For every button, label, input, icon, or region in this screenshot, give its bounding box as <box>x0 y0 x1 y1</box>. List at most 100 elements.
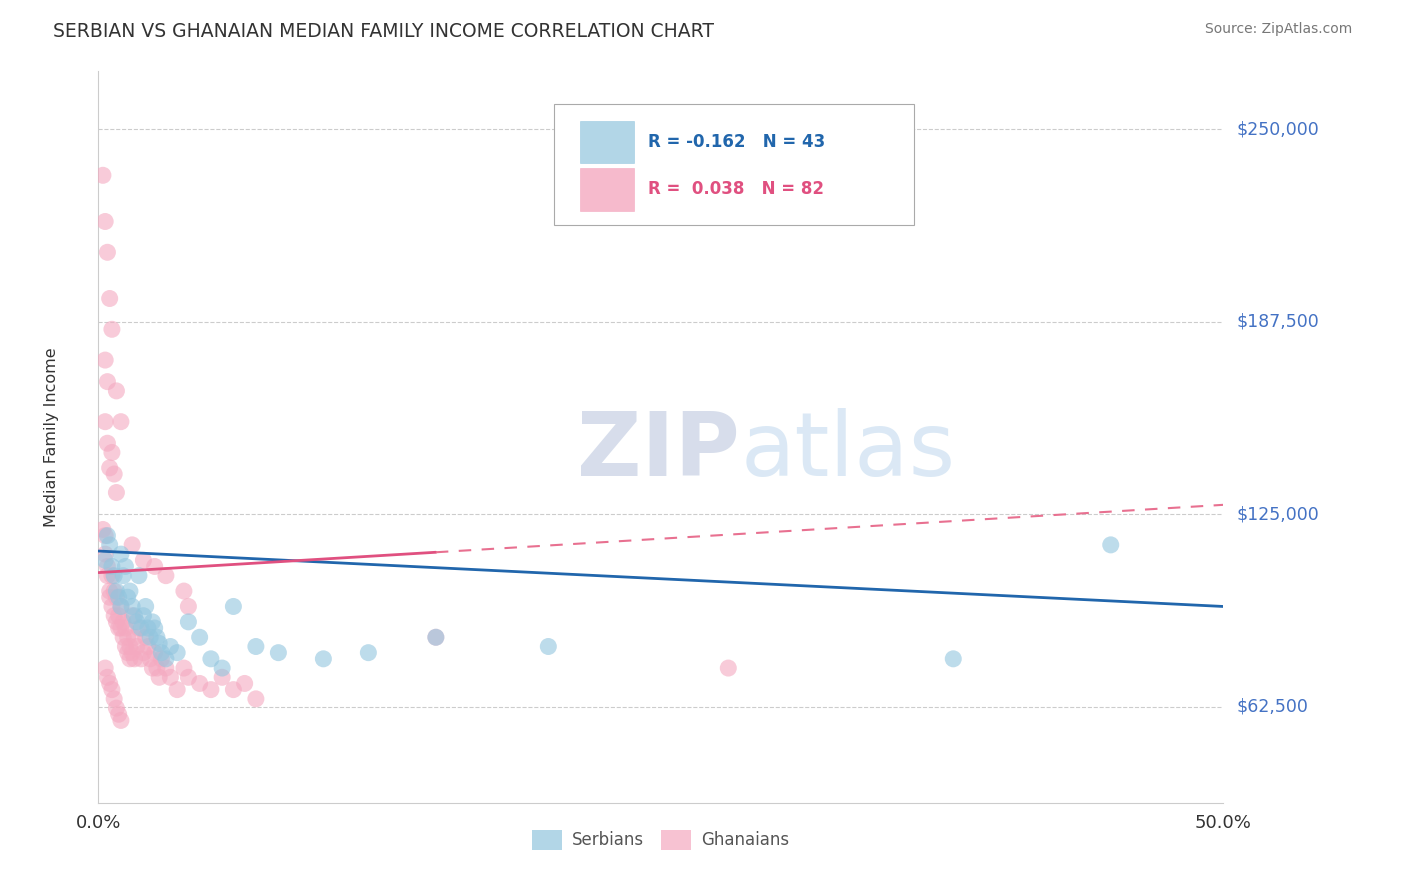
Point <box>141 661 163 675</box>
FancyBboxPatch shape <box>579 169 634 211</box>
Text: Median Family Income: Median Family Income <box>44 347 59 527</box>
Point <box>159 640 181 654</box>
Point <box>124 630 146 644</box>
Point <box>103 584 125 599</box>
Point <box>98 584 121 599</box>
Point <box>166 646 188 660</box>
Point <box>942 652 965 666</box>
Point <box>222 599 245 614</box>
Text: R = -0.162   N = 43: R = -0.162 N = 43 <box>648 133 825 151</box>
Point <box>114 621 136 635</box>
Point <box>159 670 181 684</box>
Point <box>112 630 135 644</box>
Point <box>105 384 128 398</box>
Point <box>103 608 125 623</box>
Point <box>135 630 157 644</box>
Text: ZIP: ZIP <box>576 409 740 495</box>
Point <box>211 661 233 675</box>
Point <box>94 214 117 228</box>
Text: R =  0.038   N = 82: R = 0.038 N = 82 <box>648 180 824 199</box>
Text: $250,000: $250,000 <box>1237 120 1319 138</box>
Point <box>107 591 129 605</box>
Point <box>1099 538 1122 552</box>
Point <box>117 646 139 660</box>
Point <box>173 584 195 599</box>
FancyBboxPatch shape <box>554 104 914 225</box>
Point <box>211 670 233 684</box>
Point <box>103 691 125 706</box>
Point <box>101 559 124 574</box>
Text: $187,500: $187,500 <box>1237 312 1319 331</box>
Point <box>117 630 139 644</box>
Point <box>107 707 129 722</box>
Point <box>98 461 121 475</box>
Point <box>94 353 117 368</box>
Point <box>132 608 155 623</box>
Point <box>128 568 150 582</box>
Point <box>267 646 290 660</box>
Point <box>155 568 177 582</box>
Point <box>105 615 128 629</box>
Point <box>94 528 117 542</box>
Point <box>245 691 267 706</box>
Point <box>146 661 169 675</box>
Point <box>96 436 118 450</box>
Point <box>103 467 125 481</box>
Point <box>177 599 200 614</box>
Point <box>110 599 132 614</box>
Point <box>94 553 117 567</box>
Point <box>148 636 170 650</box>
Point <box>357 646 380 660</box>
FancyBboxPatch shape <box>579 120 634 163</box>
Point <box>139 630 162 644</box>
Point <box>129 621 152 635</box>
Point <box>96 528 118 542</box>
Point <box>98 591 121 605</box>
Text: SERBIAN VS GHANAIAN MEDIAN FAMILY INCOME CORRELATION CHART: SERBIAN VS GHANAIAN MEDIAN FAMILY INCOME… <box>53 22 714 41</box>
Point <box>118 652 141 666</box>
Point <box>105 701 128 715</box>
Point <box>129 652 152 666</box>
Point <box>121 538 143 552</box>
Point <box>103 568 125 582</box>
Point <box>94 547 117 561</box>
Point <box>118 584 141 599</box>
Point <box>143 621 166 635</box>
Point <box>112 615 135 629</box>
Text: $125,000: $125,000 <box>1237 505 1319 523</box>
Point <box>101 445 124 459</box>
Point <box>143 559 166 574</box>
Point <box>312 652 335 666</box>
Point <box>200 652 222 666</box>
Point <box>118 640 141 654</box>
Point <box>121 599 143 614</box>
Text: Source: ZipAtlas.com: Source: ZipAtlas.com <box>1205 22 1353 37</box>
Point <box>117 591 139 605</box>
Point <box>425 630 447 644</box>
Point <box>166 682 188 697</box>
Point <box>107 621 129 635</box>
Point <box>110 415 132 429</box>
Point <box>96 568 118 582</box>
Point <box>91 523 114 537</box>
Point <box>124 652 146 666</box>
Point <box>101 568 124 582</box>
Legend: Serbians, Ghanaians: Serbians, Ghanaians <box>526 823 796 856</box>
Point <box>132 553 155 567</box>
Point <box>94 415 117 429</box>
Point <box>222 682 245 697</box>
Point <box>146 630 169 644</box>
Point <box>98 538 121 552</box>
Point <box>177 615 200 629</box>
Point <box>128 621 150 635</box>
Point <box>114 559 136 574</box>
Point <box>132 646 155 660</box>
Point <box>101 599 124 614</box>
Point <box>233 676 256 690</box>
Point <box>136 621 159 635</box>
Point <box>101 682 124 697</box>
Point <box>155 652 177 666</box>
Point <box>105 485 128 500</box>
Point <box>121 646 143 660</box>
Point <box>91 169 114 183</box>
